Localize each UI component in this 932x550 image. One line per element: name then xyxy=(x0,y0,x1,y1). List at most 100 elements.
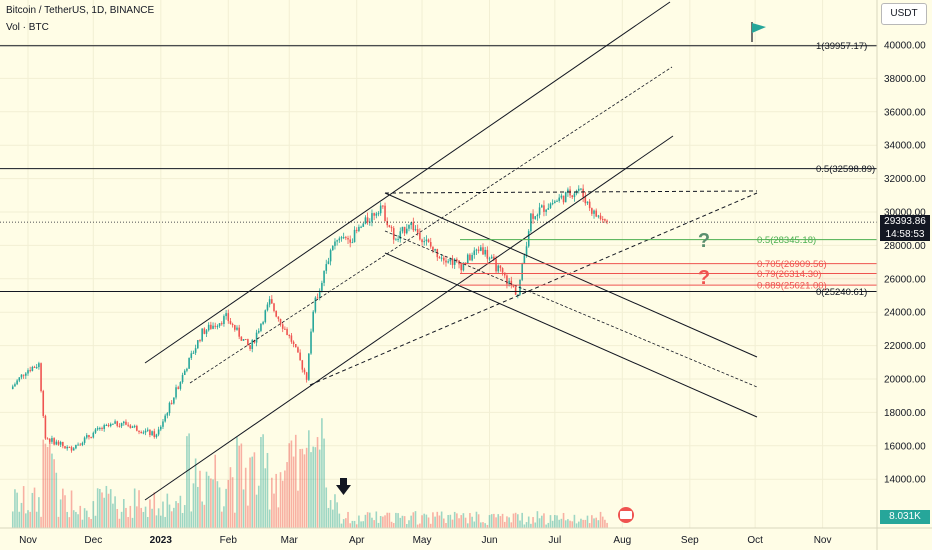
volume-bar xyxy=(266,452,269,528)
volume-bar xyxy=(599,511,602,528)
candle-body xyxy=(262,322,264,324)
volume-bar xyxy=(234,512,236,528)
candle-body xyxy=(432,246,434,251)
volume-bar xyxy=(377,522,380,528)
candle-body xyxy=(27,370,29,374)
volume-bar xyxy=(22,486,25,528)
volume-bar xyxy=(449,514,452,528)
volume-bar xyxy=(351,520,354,528)
volume-bar xyxy=(251,456,254,528)
candle-body xyxy=(29,370,31,372)
candle-body xyxy=(397,238,399,240)
x-tick-label: Apr xyxy=(349,535,365,546)
candle-body xyxy=(601,219,604,221)
volume-bar xyxy=(229,467,232,528)
volume-bar xyxy=(597,520,600,528)
candle-body xyxy=(543,205,545,212)
volume-bar xyxy=(564,520,567,528)
volume-bar xyxy=(11,511,14,528)
volume-bar xyxy=(44,443,47,528)
candle-body xyxy=(508,280,510,285)
candle-body xyxy=(159,426,162,430)
candle-body xyxy=(321,282,323,291)
candle-body xyxy=(423,241,426,243)
candle-body xyxy=(162,421,164,427)
candle-body xyxy=(540,205,543,208)
candle-body xyxy=(142,432,145,434)
candle-body xyxy=(227,313,230,322)
chart-title: Bitcoin / TetherUS, 1D, BINANCE xyxy=(6,5,155,16)
candle-body xyxy=(471,254,473,261)
candle-body xyxy=(358,226,360,231)
candle-body xyxy=(512,285,515,288)
volume-bar xyxy=(517,514,519,528)
candle-body xyxy=(593,210,595,214)
volume-bar xyxy=(532,517,534,528)
volume-bar xyxy=(149,499,151,528)
volume-bar xyxy=(238,445,240,528)
candle-body xyxy=(149,429,151,436)
volume-bar xyxy=(347,511,349,528)
volume-bar xyxy=(469,513,471,528)
candle-body xyxy=(493,256,495,260)
candle-body xyxy=(353,229,356,243)
candle-body xyxy=(297,347,299,353)
volume-bar xyxy=(35,511,38,528)
volume-bar xyxy=(408,520,410,528)
candle-body xyxy=(597,215,600,217)
volume-bar xyxy=(421,515,423,528)
candle-body xyxy=(170,402,173,404)
candle-body xyxy=(377,213,380,215)
candle-body xyxy=(294,344,297,348)
candle-body xyxy=(240,336,243,341)
candle-body xyxy=(288,335,291,337)
volume-bar xyxy=(294,434,297,528)
candle-body xyxy=(538,207,541,215)
fib-level-label: 0(25240.61) xyxy=(816,287,867,298)
volume-bar xyxy=(604,519,606,528)
candle-body xyxy=(329,250,332,262)
volume-bar xyxy=(382,516,384,528)
volume-bar xyxy=(188,433,190,528)
volume-bar xyxy=(314,447,317,528)
candle-body xyxy=(105,425,108,427)
candle-body xyxy=(564,192,567,203)
candle-body xyxy=(604,219,606,221)
x-tick-label: Nov xyxy=(19,535,37,546)
candle-body xyxy=(85,435,88,438)
candle-body xyxy=(103,425,105,429)
candle-body xyxy=(220,323,223,325)
volume-bar xyxy=(33,487,36,528)
volume-bar xyxy=(68,517,71,528)
volume-bar xyxy=(443,518,445,528)
volume-bar xyxy=(573,514,576,528)
volume-bar xyxy=(151,508,153,528)
candle-body xyxy=(379,205,382,214)
volume-bar xyxy=(554,515,556,528)
down-arrow-icon xyxy=(336,478,351,495)
candle-body xyxy=(35,367,38,369)
volume-bar xyxy=(247,505,249,528)
volume-bar xyxy=(255,494,258,528)
candle-body xyxy=(584,196,587,204)
candle-body xyxy=(362,223,365,227)
candle-body xyxy=(81,442,84,445)
volume-bar xyxy=(577,521,580,528)
volume-bar xyxy=(99,488,101,528)
currency-badge[interactable]: USDT xyxy=(881,3,927,25)
volume-bar xyxy=(445,522,447,528)
volume-bar xyxy=(512,513,515,528)
volume-bar xyxy=(440,511,443,528)
volume-bar xyxy=(342,519,345,528)
candle-body xyxy=(22,374,25,376)
candle-body xyxy=(133,425,136,427)
volume-bar xyxy=(268,509,271,528)
volume-bar xyxy=(484,523,486,528)
volume-bar xyxy=(425,514,428,528)
volume-bar xyxy=(116,508,119,528)
candle-body xyxy=(488,258,491,260)
volume-bar xyxy=(410,515,412,528)
volume-bar xyxy=(423,513,426,528)
